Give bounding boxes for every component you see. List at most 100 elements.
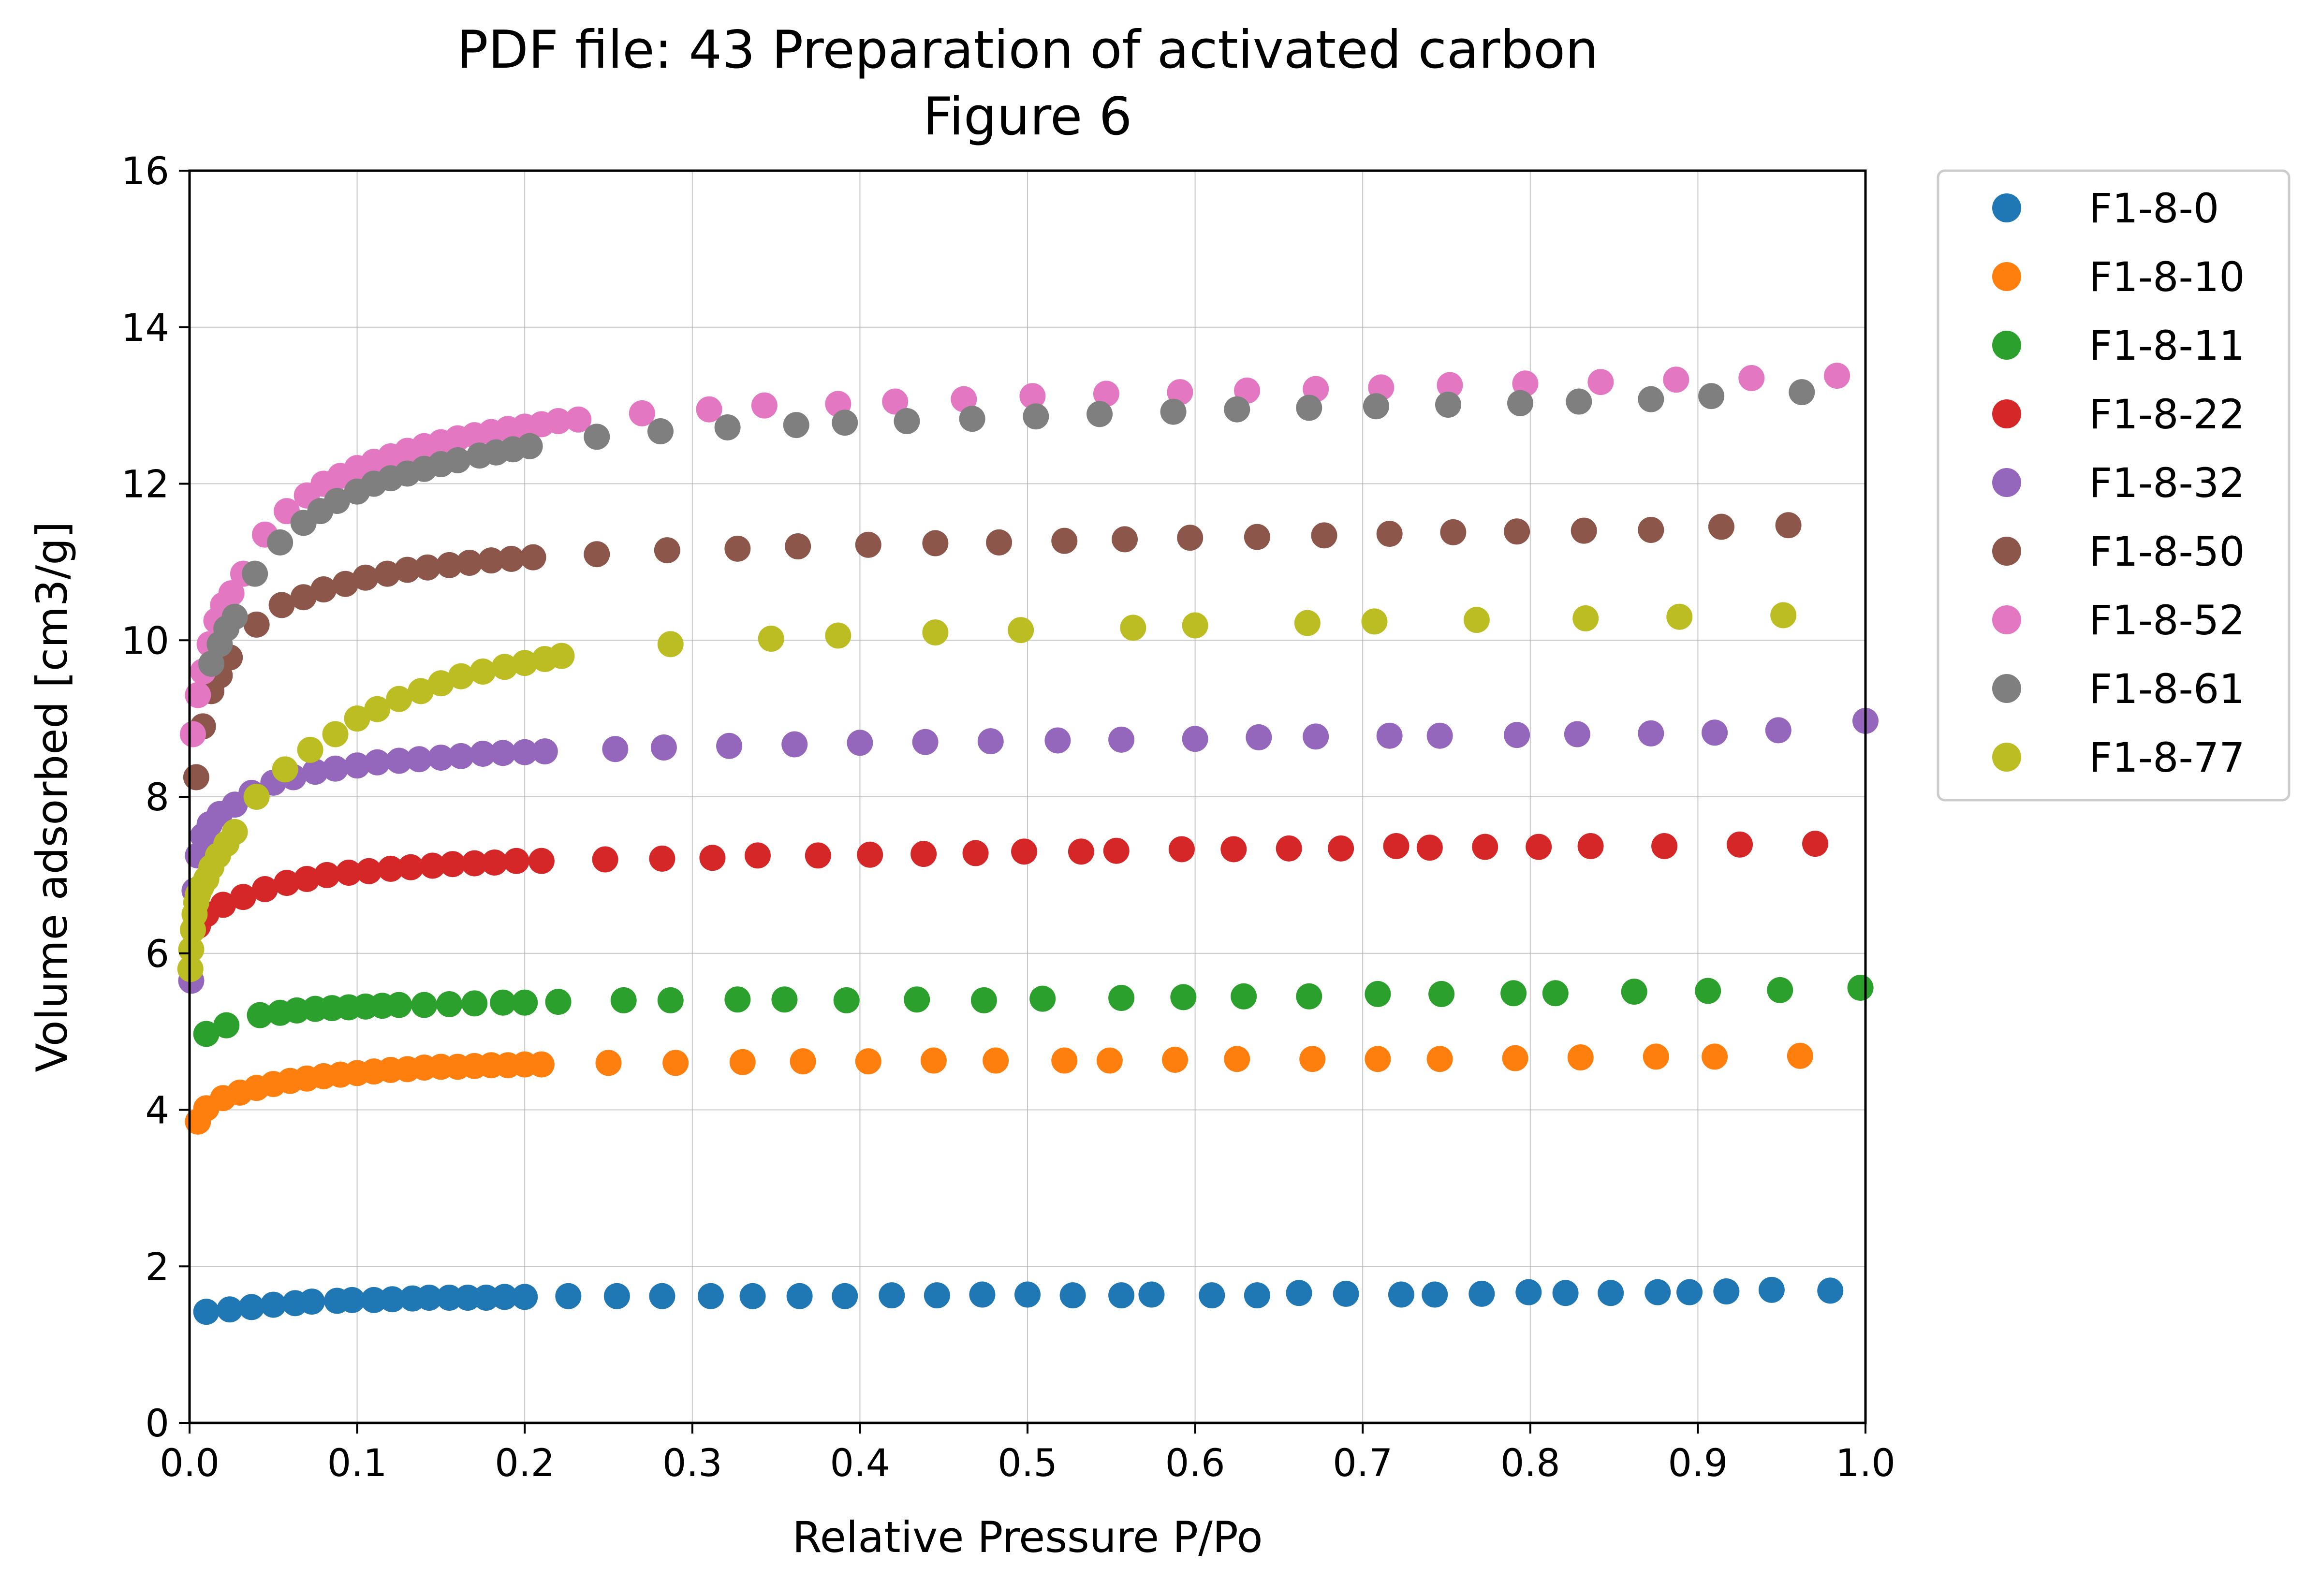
data-point (490, 989, 516, 1016)
x-tick-label: 1.0 (1835, 1442, 1895, 1485)
data-point (1014, 1281, 1041, 1308)
legend-marker (1992, 193, 2021, 222)
data-point (512, 1284, 538, 1310)
data-point (1199, 1282, 1225, 1309)
data-point (781, 731, 808, 758)
legend-label: F1-8-50 (2089, 528, 2245, 575)
x-tick-label: 0.4 (830, 1442, 890, 1485)
data-point (1598, 1280, 1624, 1306)
data-point (243, 611, 270, 638)
data-point (473, 1285, 499, 1311)
data-point (436, 552, 463, 578)
data-point (1472, 834, 1498, 860)
data-point (1383, 833, 1410, 859)
data-point (531, 738, 558, 765)
data-point (1542, 980, 1569, 1007)
data-point (221, 603, 248, 630)
data-point (1666, 603, 1693, 630)
data-point (1170, 984, 1197, 1010)
data-point (322, 721, 349, 747)
data-point (1571, 517, 1597, 544)
data-point (1645, 1279, 1671, 1305)
y-tick-label: 14 (121, 307, 169, 350)
data-point (1011, 838, 1038, 865)
data-point (210, 892, 236, 918)
data-point (230, 884, 256, 910)
y-axis-label: Volume adsorbed [cm3/g] (27, 521, 77, 1072)
data-point (394, 556, 421, 583)
data-point (1802, 831, 1829, 857)
data-point (1437, 372, 1463, 398)
data-point (324, 488, 351, 514)
data-point (491, 1284, 518, 1310)
data-point (786, 1283, 813, 1309)
data-point (406, 746, 432, 773)
legend-label: F1-8-61 (2089, 665, 2245, 713)
data-point (1220, 836, 1247, 863)
x-tick-label: 0.2 (495, 1442, 555, 1485)
data-point (1463, 607, 1490, 633)
data-point (783, 412, 809, 439)
legend-item: F1-8-77 (1992, 734, 2245, 781)
data-point (242, 560, 268, 587)
data-point (444, 447, 471, 473)
data-point (436, 991, 463, 1017)
data-point (595, 1050, 622, 1076)
data-point (512, 739, 538, 765)
data-point (696, 396, 722, 423)
data-point (1500, 980, 1527, 1007)
data-point (1168, 836, 1195, 863)
data-point (364, 696, 391, 722)
data-point (847, 730, 873, 756)
data-point (268, 592, 295, 618)
data-point (297, 736, 323, 763)
data-point (193, 1299, 220, 1325)
data-point (1651, 833, 1678, 859)
data-point (920, 1047, 947, 1074)
data-point (855, 531, 881, 558)
data-point (1767, 977, 1793, 1003)
data-point (314, 862, 340, 888)
data-point (1758, 1276, 1785, 1303)
data-point (1698, 383, 1725, 410)
series-F1-8-0 (193, 1276, 1844, 1325)
data-point (470, 740, 496, 767)
data-point (1224, 1046, 1250, 1072)
data-point (649, 845, 675, 872)
data-point (461, 850, 488, 877)
data-point (1311, 522, 1337, 549)
x-axis-ticks: 0.0 0.1 0.2 0.3 0.4 0.5 0.6 0.7 0.8 0.9 1.0 (160, 1423, 1895, 1485)
data-point (419, 852, 446, 879)
data-point (386, 686, 412, 712)
data-point (520, 544, 546, 571)
data-point (185, 682, 211, 708)
data-point (310, 576, 337, 603)
data-point (739, 1283, 766, 1309)
data-point (503, 848, 529, 874)
data-point (1365, 981, 1391, 1007)
legend-marker (1992, 743, 2021, 772)
data-point (1572, 605, 1599, 631)
data-point (179, 721, 206, 747)
data-point (290, 584, 317, 611)
data-point (729, 1049, 756, 1075)
data-point (1552, 1280, 1579, 1306)
data-point (336, 860, 362, 886)
legend-item: F1-8-0 (1992, 185, 2219, 232)
data-point (1789, 379, 1815, 406)
data-point (1638, 720, 1664, 747)
data-point (894, 408, 920, 434)
y-tick-label: 12 (121, 463, 169, 507)
data-point (969, 1281, 996, 1308)
data-point (490, 740, 516, 766)
data-point (344, 752, 370, 779)
data-point (1068, 838, 1094, 865)
data-point (922, 619, 949, 646)
data-point (1468, 1280, 1495, 1307)
data-point (1512, 370, 1539, 397)
legend-marker (1992, 262, 2021, 291)
data-point (805, 842, 831, 869)
data-point (857, 841, 883, 868)
y-tick-label: 0 (145, 1402, 169, 1446)
